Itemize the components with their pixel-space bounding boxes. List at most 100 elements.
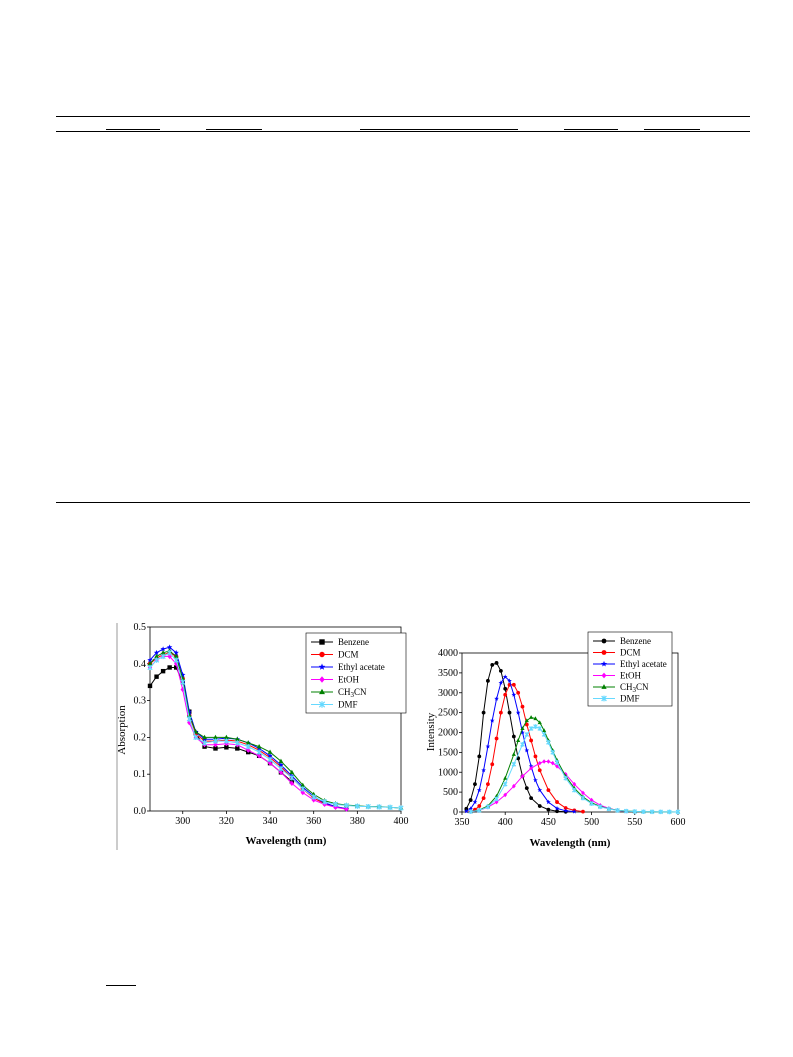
y-axis-title: Absorption <box>116 705 128 755</box>
data-point-dmf <box>494 796 499 802</box>
data-point-ethyl-acetate <box>563 808 568 813</box>
data-point-dmf <box>502 781 508 787</box>
data-point-benzene <box>507 710 512 715</box>
data-point-ethyl-acetate <box>267 752 273 759</box>
legend-marker <box>601 684 607 689</box>
y-tick-label: 3500 <box>438 668 458 679</box>
table-top-rule <box>56 116 750 117</box>
data-point-dmf <box>311 794 317 800</box>
data-point-etoh <box>167 653 172 660</box>
data-point-dcm <box>486 782 490 787</box>
data-point-benzene <box>529 796 534 800</box>
data-point-dcm <box>477 804 482 808</box>
data-point-etoh <box>589 797 594 803</box>
data-point-ethyl-acetate <box>524 747 530 753</box>
data-point-ethyl-acetate <box>464 808 469 814</box>
data-point-dmf <box>520 742 525 747</box>
table-column-rule <box>360 129 414 130</box>
data-point-etoh <box>300 789 305 796</box>
data-point-benzene <box>224 745 229 750</box>
data-point-dmf <box>234 740 240 746</box>
data-point-benzene <box>167 665 172 670</box>
data-point-ch3cn <box>245 740 251 745</box>
x-tick-label: 550 <box>627 817 642 828</box>
data-point-ethyl-acetate <box>173 649 179 656</box>
data-point-ethyl-acetate <box>494 696 499 701</box>
data-point-benzene <box>468 798 473 802</box>
data-point-benzene <box>147 683 153 689</box>
data-point-dcm <box>563 806 568 810</box>
data-point-dcm <box>516 690 521 695</box>
data-point-ch3cn <box>267 749 273 754</box>
legend-label: EtOH <box>338 675 359 685</box>
data-point-dmf <box>649 809 655 815</box>
x-tick-label: 340 <box>263 816 278 827</box>
data-point-dmf <box>528 726 534 731</box>
data-point-ch3cn <box>520 726 525 731</box>
legend-marker <box>601 638 607 644</box>
legend-label: Ethyl acetate <box>338 662 385 672</box>
data-point-ethyl-acetate <box>502 674 508 679</box>
table-column-rule <box>468 129 518 130</box>
y-tick-label: 1000 <box>438 767 458 778</box>
data-point-dcm <box>520 704 525 709</box>
data-point-ethyl-acetate <box>515 710 521 715</box>
y-tick-label: 4000 <box>438 648 458 659</box>
data-point-etoh <box>267 760 273 766</box>
data-point-benzene <box>494 661 499 665</box>
data-point-ch3cn <box>234 736 240 741</box>
data-point-etoh <box>537 760 542 766</box>
data-point-ch3cn <box>213 734 218 740</box>
y-axis-title: Intensity <box>425 712 437 751</box>
data-point-dmf <box>332 801 339 808</box>
data-point-etoh <box>542 759 546 764</box>
data-point-dmf <box>537 726 543 731</box>
data-point-benzene <box>537 804 542 808</box>
series-line-dmf <box>470 725 679 813</box>
data-point-dmf <box>468 809 473 814</box>
table-bottom-rule <box>56 502 750 503</box>
legend-marker <box>318 663 326 670</box>
data-point-dmf <box>153 657 160 663</box>
data-point-ch3cn <box>202 734 207 740</box>
data-point-dmf <box>160 653 166 660</box>
data-point-dmf <box>180 679 186 685</box>
data-point-benzene <box>524 786 529 791</box>
data-point-benzene <box>511 734 516 739</box>
legend-label: CH3CN <box>620 682 649 694</box>
legend-label: Ethyl acetate <box>620 659 667 669</box>
data-point-ethyl-acetate <box>546 799 551 805</box>
data-point-dmf <box>398 805 404 811</box>
table-header-rule <box>56 131 750 132</box>
y-tick-label: 2000 <box>438 728 458 739</box>
legend-marker <box>601 672 607 679</box>
data-point-dcm <box>555 800 559 804</box>
legend-box <box>305 632 407 714</box>
legend-marker <box>319 651 325 658</box>
data-point-ethyl-acetate <box>476 787 482 793</box>
data-point-dmf <box>597 804 603 810</box>
legend-label: DMF <box>338 700 358 710</box>
data-point-dmf <box>186 716 192 722</box>
data-point-benzene <box>555 809 559 814</box>
legend-marker <box>601 650 607 655</box>
data-point-dcm <box>498 710 503 715</box>
data-point-dmf <box>354 803 360 809</box>
data-point-dcm <box>494 736 499 741</box>
table-column-rule <box>564 129 618 130</box>
y-tick-label: 0 <box>453 807 458 818</box>
data-point-ch3cn <box>529 715 534 719</box>
data-point-benzene <box>473 782 477 787</box>
data-point-ethyl-acetate <box>485 743 491 749</box>
data-point-benzene <box>486 678 490 683</box>
data-point-etoh <box>511 783 516 789</box>
data-point-dmf <box>343 802 350 809</box>
data-point-dcm <box>529 738 534 743</box>
data-point-ethyl-acetate <box>180 672 186 678</box>
data-point-benzene <box>154 674 159 679</box>
data-point-ethyl-acetate <box>554 806 560 811</box>
data-point-benzene <box>481 710 486 715</box>
data-point-ch3cn <box>524 718 529 723</box>
data-point-dmf <box>201 740 208 746</box>
y-tick-label: 0.3 <box>134 696 147 707</box>
